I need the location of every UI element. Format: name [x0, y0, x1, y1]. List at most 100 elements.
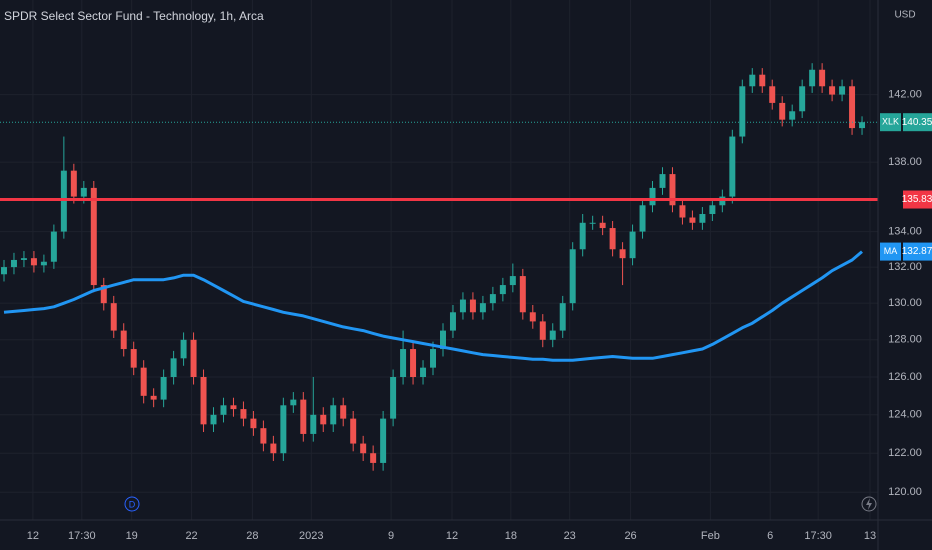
candle-body	[539, 321, 546, 340]
candle-body	[310, 414, 317, 434]
candle-body	[180, 339, 187, 359]
candle-body	[0, 267, 7, 275]
price-value: 140.35	[902, 117, 932, 128]
candle-body	[270, 443, 277, 454]
candle-body	[649, 187, 656, 206]
grid	[0, 0, 878, 520]
candle-body	[789, 111, 796, 120]
candle-body	[210, 414, 217, 425]
earnings-marker[interactable]	[861, 496, 877, 512]
candle-body	[769, 86, 776, 103]
chart-title: SPDR Select Sector Fund - Technology, 1h…	[4, 9, 264, 23]
candle-body	[759, 74, 766, 87]
candle-body	[659, 174, 666, 188]
ma-tag: MA	[884, 246, 898, 256]
y-tick-label: 126.00	[888, 371, 922, 383]
level-bg	[903, 190, 932, 209]
candle-body	[290, 399, 297, 406]
candle-body	[340, 405, 347, 419]
candle-body	[609, 228, 616, 250]
candle-body	[360, 443, 367, 454]
candle-body	[90, 187, 97, 286]
y-tick-label: 124.00	[888, 409, 922, 421]
candle-body	[849, 86, 856, 129]
candle-body	[589, 222, 596, 224]
candle-body	[489, 294, 496, 304]
x-tick-label: 17:30	[68, 530, 96, 542]
candle-body	[300, 399, 307, 434]
candle-body	[799, 86, 806, 112]
candle-body	[679, 205, 686, 218]
candle-body	[370, 453, 377, 463]
candle-body	[20, 258, 27, 260]
candle-body	[459, 299, 466, 313]
currency: USD	[894, 10, 915, 21]
candle-body	[400, 349, 407, 378]
x-tick-label: 12	[446, 530, 458, 542]
y-tick-label: 138.00	[888, 156, 922, 168]
level-value: 135.83	[902, 194, 932, 205]
candle-body	[519, 276, 526, 313]
x-tick-label: 6	[767, 530, 773, 542]
candle-body	[549, 330, 556, 340]
candle-body	[699, 214, 706, 223]
x-tick-label: 23	[564, 530, 576, 542]
dividend-icon[interactable]: D	[129, 499, 136, 509]
candle-body	[70, 170, 77, 197]
ma-line	[3, 250, 863, 362]
candle-body	[170, 358, 177, 378]
y-tick-label: 134.00	[888, 225, 922, 237]
x-tick-label: 9	[388, 530, 394, 542]
candle-body	[140, 367, 147, 396]
candle-body	[779, 102, 786, 120]
candle-body	[260, 428, 267, 444]
candle-body	[749, 74, 756, 87]
candle-body	[629, 231, 636, 259]
candle-body	[60, 170, 67, 232]
candle-body	[30, 258, 37, 266]
event-icon[interactable]	[866, 498, 872, 510]
candle-body	[200, 377, 207, 425]
candle-body	[420, 367, 427, 378]
x-tick-label: 19	[126, 530, 138, 542]
candle-body	[250, 418, 257, 429]
candle-body	[330, 405, 337, 425]
candle-body	[190, 339, 197, 378]
candle-body	[220, 405, 227, 415]
price-tag: XLK	[882, 117, 899, 127]
candle-body	[390, 377, 397, 419]
x-tick-label: 12	[27, 530, 39, 542]
ma-tag-bg	[880, 242, 901, 261]
dividend-circle[interactable]	[124, 496, 140, 512]
candle-body	[499, 285, 506, 295]
dividend-marker[interactable]: D	[124, 496, 140, 512]
ma-value: 132.87	[902, 246, 932, 257]
candle-body	[150, 395, 157, 400]
x-tick-label: 26	[624, 530, 636, 542]
candle-body	[829, 86, 836, 95]
price-bg	[903, 113, 932, 132]
candle-body	[599, 222, 606, 229]
candle-body	[410, 349, 417, 378]
candle-body	[479, 303, 486, 313]
candle-body	[529, 312, 536, 322]
candle-body	[639, 205, 646, 232]
candle-body	[230, 405, 237, 410]
y-tick-label: 128.00	[888, 334, 922, 346]
candle-body	[819, 69, 826, 87]
y-tick-label: 130.00	[888, 297, 922, 309]
y-tick-label: 142.00	[888, 88, 922, 100]
candle-body	[569, 249, 576, 304]
axes: 120.00 122.00 124.00 126.00 128.00 130.00 132.…	[27, 88, 932, 542]
candle-body	[160, 377, 167, 400]
candle-body	[10, 259, 17, 268]
candle-body	[110, 303, 117, 331]
x-tick-label: Feb	[701, 530, 720, 542]
candle-body	[709, 205, 716, 215]
candle-body	[380, 418, 387, 463]
candle-body	[130, 349, 137, 368]
candle-body	[509, 276, 516, 286]
candle-body	[689, 217, 696, 223]
